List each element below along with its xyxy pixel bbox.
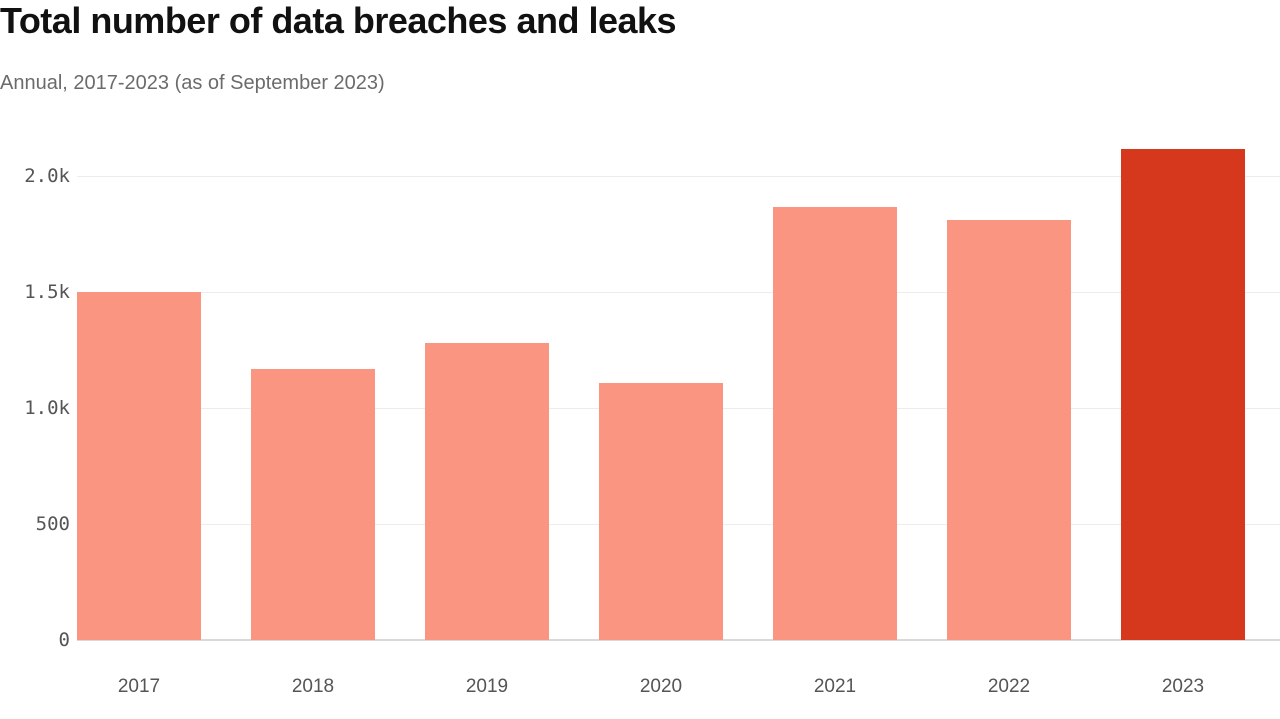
chart-container: Total number of data breaches and leaks … [0,0,1280,719]
x-axis-tick-label: 2020 [640,676,682,698]
gridline [77,292,1280,293]
chart-bar [425,343,549,640]
y-axis-tick-label: 1.0k [0,397,70,419]
x-axis-tick-label: 2018 [292,676,334,698]
chart-bar [251,369,375,640]
gridline [77,176,1280,177]
y-axis-tick-label: 0 [0,629,70,651]
chart-bar [773,207,897,641]
x-axis-tick-label: 2023 [1162,676,1204,698]
x-axis-tick-label: 2022 [988,676,1030,698]
chart-bar [947,220,1071,640]
chart-plot-area [77,130,1280,640]
chart-title: Total number of data breaches and leaks [0,0,676,42]
chart-bar [1121,149,1245,640]
x-axis-tick-label: 2021 [814,676,856,698]
chart-subtitle: Annual, 2017-2023 (as of September 2023) [0,72,385,95]
y-axis-tick-label: 2.0k [0,165,70,187]
chart-bar [77,292,201,640]
y-axis-tick-label: 1.5k [0,281,70,303]
chart-bar [599,383,723,640]
x-axis-tick-label: 2019 [466,676,508,698]
x-axis-tick-label: 2017 [118,676,160,698]
bar-chart: 05001.0k1.5k2.0k201720182019202020212022… [0,130,1280,689]
y-axis-tick-label: 500 [0,513,70,535]
